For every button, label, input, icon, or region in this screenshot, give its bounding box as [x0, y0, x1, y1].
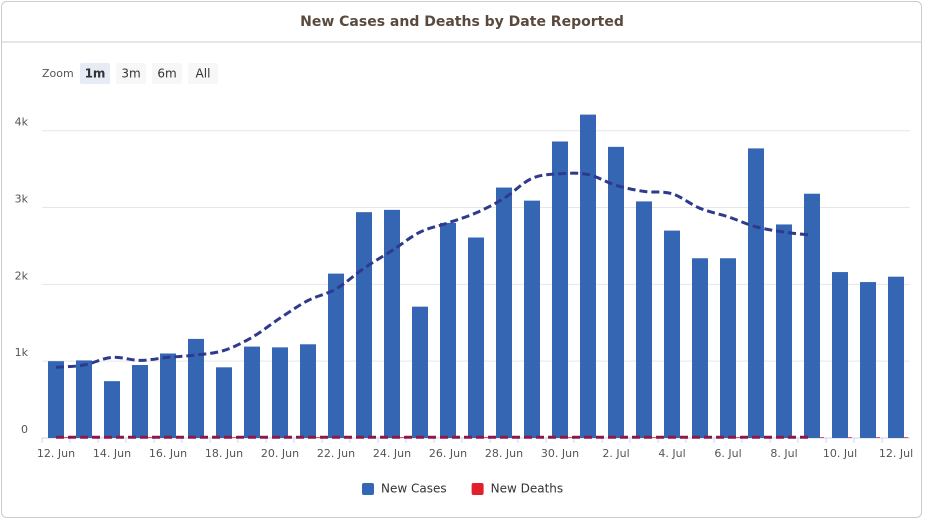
bar — [652, 437, 656, 438]
x-tick-label: 24. Jun — [373, 447, 411, 460]
x-tick-label: 12. Jun — [37, 447, 75, 460]
average-line — [55, 171, 813, 369]
bar — [272, 347, 288, 438]
zoom-button-label[interactable]: All — [196, 67, 211, 81]
bar — [904, 437, 908, 438]
x-tick-label: 12. Jul — [879, 447, 913, 460]
y-tick-label: 0 — [21, 423, 28, 436]
zoom-button-label[interactable]: 3m — [121, 67, 140, 81]
y-tick-label: 1k — [15, 346, 29, 359]
bar — [748, 148, 764, 439]
bar — [300, 344, 316, 438]
bar — [720, 258, 736, 438]
y-tick-label: 2k — [15, 269, 29, 282]
x-tick-label: 6. Jul — [714, 447, 741, 460]
legend-swatch[interactable] — [362, 483, 374, 495]
x-tick-label: 26. Jun — [429, 447, 467, 460]
x-tick-label: 8. Jul — [770, 447, 797, 460]
bar — [860, 282, 876, 438]
bar — [188, 338, 204, 438]
bar — [820, 437, 824, 438]
legend-label[interactable]: New Deaths — [491, 482, 564, 496]
bar — [832, 272, 848, 438]
bar — [76, 360, 92, 438]
zoom-button[interactable] — [152, 63, 182, 84]
bar — [216, 367, 232, 438]
x-tick-label: 4. Jul — [658, 447, 685, 460]
x-tick-label: 10. Jul — [823, 447, 857, 460]
y-tick-label: 3k — [15, 193, 29, 206]
zoom-button[interactable] — [188, 63, 218, 84]
bar — [232, 437, 236, 438]
bar — [64, 437, 68, 438]
bar — [580, 114, 596, 438]
bar — [608, 146, 624, 439]
bar — [400, 437, 404, 438]
bar — [48, 361, 64, 438]
legend-swatch[interactable] — [471, 483, 484, 495]
bar — [384, 209, 400, 438]
bar — [316, 437, 320, 438]
zoom-button[interactable] — [80, 63, 110, 84]
x-tick-label: 2. Jul — [602, 447, 629, 460]
bar — [484, 437, 488, 438]
bar — [132, 365, 148, 438]
x-tick-label: 16. Jun — [149, 447, 187, 460]
bar — [888, 276, 904, 438]
bar — [244, 346, 260, 438]
y-tick-label: 4k — [15, 116, 29, 129]
bar — [568, 437, 572, 438]
bar — [496, 187, 512, 438]
x-tick-label: 20. Jun — [261, 447, 299, 460]
zoom-button-label[interactable]: 1m — [85, 67, 106, 81]
bar — [664, 230, 680, 438]
bar — [104, 381, 120, 438]
bar — [356, 212, 372, 438]
x-tick-label: 30. Jun — [541, 447, 579, 460]
bar — [468, 237, 484, 438]
bar — [636, 201, 652, 438]
zoom-button[interactable] — [116, 63, 146, 84]
chart-title: New Cases and Deaths by Date Reported — [300, 14, 624, 30]
bar — [692, 258, 708, 438]
bar — [160, 353, 176, 438]
bar — [148, 437, 152, 438]
bar — [776, 224, 792, 438]
x-tick-label: 22. Jun — [317, 447, 355, 460]
bar — [440, 222, 456, 438]
x-tick-label: 28. Jun — [485, 447, 523, 460]
bar — [328, 273, 344, 438]
bar — [848, 437, 852, 438]
bar — [736, 437, 740, 438]
bar — [412, 306, 428, 438]
legend-label[interactable]: New Cases — [381, 482, 447, 496]
x-tick-label: 18. Jun — [205, 447, 243, 460]
bar — [552, 141, 568, 438]
bar — [876, 437, 880, 438]
bar — [804, 193, 820, 438]
zoom-label: Zoom — [42, 67, 74, 80]
x-tick-label: 14. Jun — [93, 447, 131, 460]
bar — [524, 200, 540, 438]
zoom-button-label[interactable]: 6m — [157, 67, 176, 81]
